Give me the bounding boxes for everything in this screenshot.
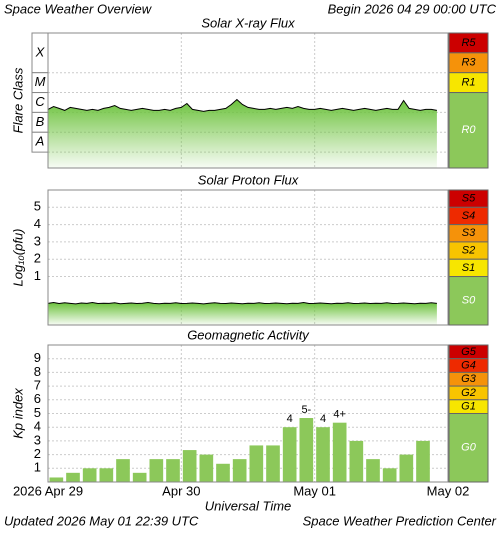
y-axis-label: Log₁₀(pfu) [10, 229, 25, 287]
bar [249, 445, 264, 482]
y-tick-label: 8 [34, 364, 41, 379]
scale-label: S4 [462, 210, 475, 222]
page-title: Space Weather Overview [4, 1, 153, 16]
scale-label: G0 [461, 442, 477, 454]
scale-label: S0 [462, 295, 476, 307]
bar [332, 422, 347, 482]
value-label: 4+ [333, 409, 346, 421]
bar [132, 472, 147, 482]
value-label: 4 [320, 413, 326, 425]
plot-frame [47, 189, 449, 326]
scale-label: R0 [461, 124, 476, 136]
area-fill [48, 302, 437, 325]
scale-band [448, 276, 489, 326]
bar [316, 427, 330, 482]
class-label: X [35, 44, 46, 59]
scale-label: R3 [461, 57, 476, 69]
bar [366, 459, 380, 482]
scale-label: S1 [462, 262, 475, 274]
x-tick-label: May 01 [293, 483, 336, 498]
bar [166, 459, 180, 482]
plot-frame [47, 344, 449, 483]
bar [232, 459, 247, 482]
updated-time: Updated 2026 May 01 22:39 UTC [4, 513, 199, 528]
area-fill [48, 99, 437, 168]
value-label: 4 [287, 413, 293, 425]
bar [216, 463, 230, 482]
class-label: M [35, 74, 46, 89]
value-label: 5- [301, 404, 311, 416]
scale-label: R5 [461, 37, 476, 49]
scale-label: G4 [461, 359, 476, 371]
scale-label: S2 [462, 244, 475, 256]
bar [82, 468, 97, 482]
plot-frame [47, 32, 449, 169]
y-axis-label: Flare Class [10, 67, 25, 133]
bar [266, 445, 280, 482]
x-tick-label: May 02 [427, 483, 470, 498]
scale-label: G5 [461, 346, 477, 358]
class-label: C [35, 94, 45, 109]
bar [149, 459, 164, 482]
bar [66, 472, 80, 482]
class-label: A [35, 134, 45, 149]
bar [99, 468, 114, 482]
y-tick-label: 5 [34, 405, 41, 420]
bar [199, 454, 214, 482]
scale-label: S5 [462, 193, 476, 205]
y-tick-label: 2 [34, 446, 41, 461]
bar [416, 440, 430, 482]
scale-label: G1 [461, 401, 476, 413]
y-tick-label: 6 [34, 391, 41, 406]
scale-label: S3 [462, 227, 476, 239]
y-tick-label: 4 [34, 216, 41, 231]
line [47, 98, 437, 112]
bar [399, 454, 414, 482]
bar [299, 418, 314, 482]
x-tick-label: Apr 30 [162, 483, 200, 498]
y-tick-label: 4 [34, 419, 41, 434]
scale-label: G3 [461, 373, 477, 385]
y-tick-label: 3 [34, 233, 41, 248]
y-tick-label: 5 [34, 199, 41, 214]
bar [49, 477, 64, 482]
line [47, 301, 437, 305]
source: Space Weather Prediction Center [303, 513, 497, 528]
bar [182, 450, 197, 482]
y-tick-label: 1 [34, 268, 41, 283]
scale-label: R1 [461, 77, 475, 89]
bar [282, 427, 297, 482]
bar [349, 440, 364, 482]
class-label: B [36, 114, 45, 129]
panel-title: Solar Proton Flux [198, 172, 299, 187]
y-axis-label: Kp index [10, 388, 25, 439]
scale-band [448, 92, 489, 169]
y-tick-label: 9 [34, 350, 41, 365]
y-tick-label: 7 [34, 378, 41, 393]
bar [116, 459, 130, 482]
bar [382, 468, 397, 482]
x-axis-label: Universal Time [205, 498, 292, 513]
panel-title: Solar X-ray Flux [201, 15, 295, 30]
scale-band [448, 413, 489, 483]
x-tick-label: 2026 Apr 29 [13, 483, 83, 498]
begin-time: Begin 2026 04 29 00:00 UTC [328, 1, 497, 16]
y-tick-label: 3 [34, 432, 41, 447]
scale-label: G2 [461, 387, 476, 399]
y-tick-label: 2 [34, 251, 41, 266]
y-tick-label: 1 [34, 460, 41, 475]
panel-title: Geomagnetic Activity [187, 327, 310, 342]
